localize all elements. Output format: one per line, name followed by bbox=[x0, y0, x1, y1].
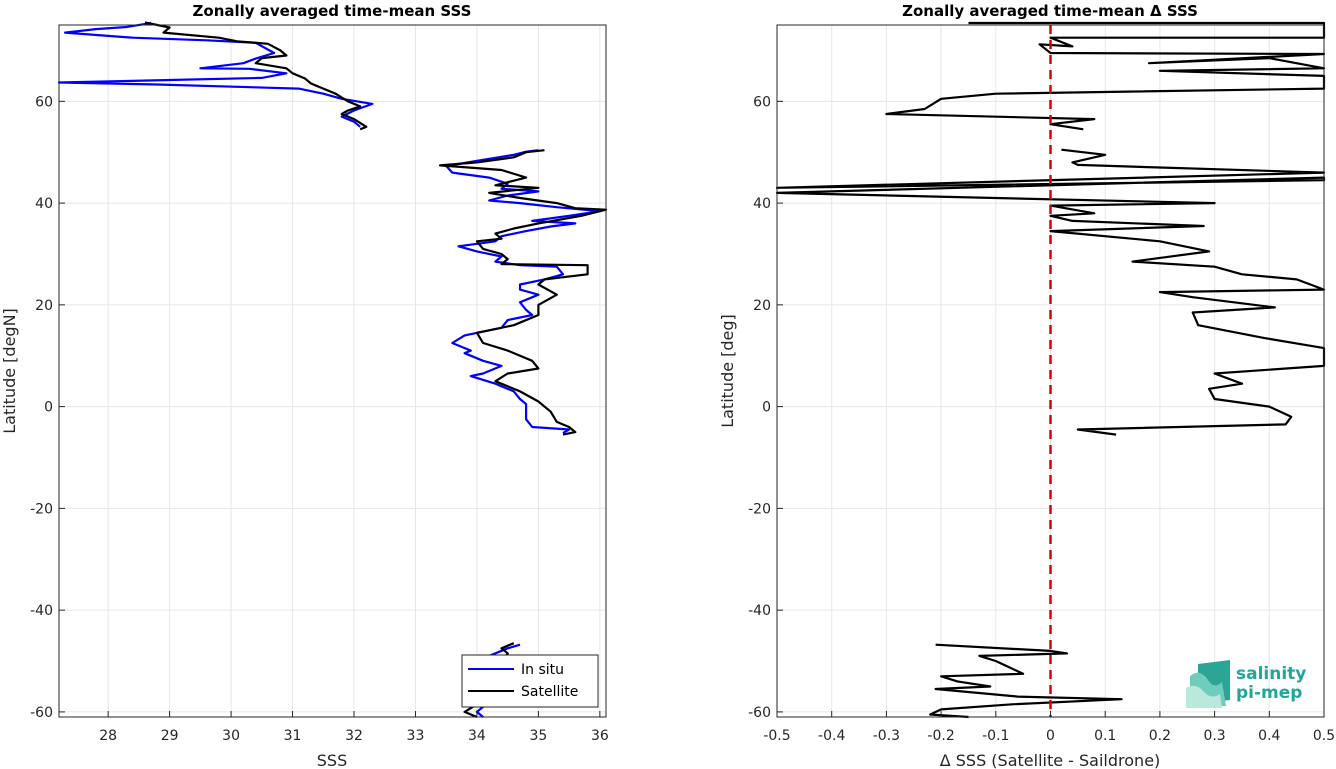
x-tick-label: 28 bbox=[99, 728, 117, 744]
waves-logo-icon bbox=[1186, 660, 1230, 708]
x-tick-label: 0.3 bbox=[1203, 728, 1225, 744]
y-tick-label: 20 bbox=[35, 298, 53, 314]
x-tick-label: 31 bbox=[284, 728, 302, 744]
x-tick-label: 32 bbox=[345, 728, 363, 744]
legend-label-satellite: Satellite bbox=[521, 684, 578, 700]
y-tick-label: -20 bbox=[748, 501, 771, 517]
left-grid bbox=[59, 25, 606, 717]
y-tick-label: 20 bbox=[753, 298, 771, 314]
x-tick-label: 30 bbox=[222, 728, 240, 744]
right-chart-title: Zonally averaged time-mean Δ SSS bbox=[902, 2, 1198, 20]
legend: In situ Satellite bbox=[461, 654, 599, 708]
series-line-in-situ-1 bbox=[445, 149, 602, 435]
x-tick-label: 0 bbox=[1046, 728, 1055, 744]
salinity-pi-mep-logo: salinity pi-mep bbox=[1186, 660, 1306, 708]
y-tick-label: -60 bbox=[30, 705, 53, 721]
series-line-delta-sss-1 bbox=[775, 148, 1326, 436]
x-tick-label: -0.3 bbox=[873, 728, 900, 744]
x-tick-label: -0.1 bbox=[982, 728, 1009, 744]
x-tick-label: 0.1 bbox=[1094, 728, 1116, 744]
x-tick-label: -0.2 bbox=[927, 728, 954, 744]
left-x-axis-label: SSS bbox=[317, 751, 347, 769]
y-tick-label: 0 bbox=[44, 400, 53, 416]
x-tick-label: -0.4 bbox=[818, 728, 845, 744]
series-line-delta-sss-0 bbox=[885, 21, 1326, 131]
left-plot-frame bbox=[58, 24, 607, 718]
y-tick-label: 40 bbox=[753, 196, 771, 212]
right-x-axis-label: Δ SSS (Satellite - Saildrone) bbox=[940, 751, 1161, 769]
right-y-axis-label: Latitude [deg] bbox=[718, 314, 737, 428]
legend-label-in-situ: In situ bbox=[521, 662, 564, 678]
y-tick-label: -40 bbox=[30, 603, 53, 619]
left-plot-area bbox=[59, 25, 606, 717]
x-tick-label: 0.4 bbox=[1258, 728, 1280, 744]
logo-text-salinity: salinity bbox=[1236, 664, 1306, 684]
y-tick-label: -20 bbox=[30, 501, 53, 517]
y-tick-label: -40 bbox=[748, 603, 771, 619]
x-tick-label: 33 bbox=[407, 728, 425, 744]
y-tick-label: 40 bbox=[35, 196, 53, 212]
y-tick-label: 60 bbox=[753, 94, 771, 110]
left-y-axis-label: Latitude [degN] bbox=[0, 308, 19, 434]
series-line-satellite-0 bbox=[144, 21, 368, 131]
y-tick-label: -60 bbox=[748, 705, 771, 721]
x-tick-label: 34 bbox=[468, 728, 486, 744]
right-y-ticks: -60 -40 -20 0 20 40 60 bbox=[748, 94, 783, 721]
x-tick-label: 35 bbox=[529, 728, 547, 744]
series-line-delta-sss-2 bbox=[929, 643, 1123, 719]
x-tick-label: 29 bbox=[161, 728, 179, 744]
x-tick-label: 0.5 bbox=[1313, 728, 1335, 744]
right-panel: -0.5 -0.4 -0.3 -0.2 -0.1 0 0.1 0.2 0.3 0.4 0.5 -60… bbox=[718, 2, 1335, 769]
x-tick-label: -0.5 bbox=[763, 728, 790, 744]
x-tick-label: 36 bbox=[591, 728, 609, 744]
y-tick-label: 0 bbox=[762, 400, 771, 416]
left-x-ticks: 28 29 30 31 32 33 34 35 36 bbox=[99, 711, 609, 744]
legend-box bbox=[461, 654, 599, 708]
logo-text-pi-mep: pi-mep bbox=[1236, 683, 1302, 703]
series-line-satellite-1 bbox=[439, 149, 608, 436]
series-line-in-situ-0 bbox=[57, 21, 374, 128]
right-x-ticks: -0.5 -0.4 -0.3 -0.2 -0.1 0 0.1 0.2 0.3 0.4 0.5 bbox=[763, 711, 1335, 744]
left-chart-title: Zonally averaged time-mean SSS bbox=[193, 2, 472, 20]
left-y-ticks: -60 -40 -20 0 20 40 60 bbox=[30, 94, 65, 721]
left-panel: 28 29 30 31 32 33 34 35 36 -60 -40 -20 0 20 40 60 Zona… bbox=[0, 2, 609, 769]
y-tick-label: 60 bbox=[35, 94, 53, 110]
x-tick-label: 0.2 bbox=[1149, 728, 1171, 744]
right-series bbox=[775, 21, 1326, 719]
